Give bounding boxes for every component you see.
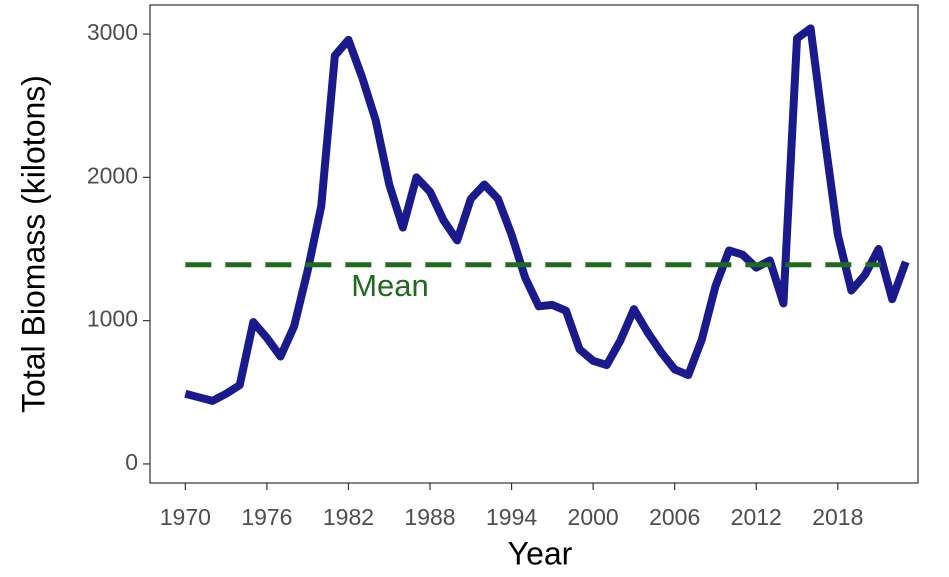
x-tick-label: 1982: [323, 504, 374, 530]
y-axis-title: Total Biomass (kilotons): [15, 75, 51, 413]
x-tick-label: 1988: [404, 504, 455, 530]
y-tick-label: 3000: [87, 19, 138, 45]
x-tick-label: 2012: [731, 504, 782, 530]
x-tick-label: 2006: [649, 504, 700, 530]
plot-panel: [149, 4, 919, 484]
x-tick-label: 1994: [486, 504, 537, 530]
mean-label: Mean: [351, 268, 429, 303]
x-tick-label: 2000: [568, 504, 619, 530]
y-tick-label: 1000: [87, 306, 138, 332]
x-tick-label: 1970: [160, 504, 211, 530]
x-tick-label: 1976: [241, 504, 292, 530]
y-tick-label: 0: [125, 449, 138, 475]
x-axis-title: Year: [508, 535, 573, 571]
x-tick-label: 2018: [812, 504, 863, 530]
data-line: [184, 24, 910, 405]
y-tick-label: 2000: [87, 162, 138, 188]
